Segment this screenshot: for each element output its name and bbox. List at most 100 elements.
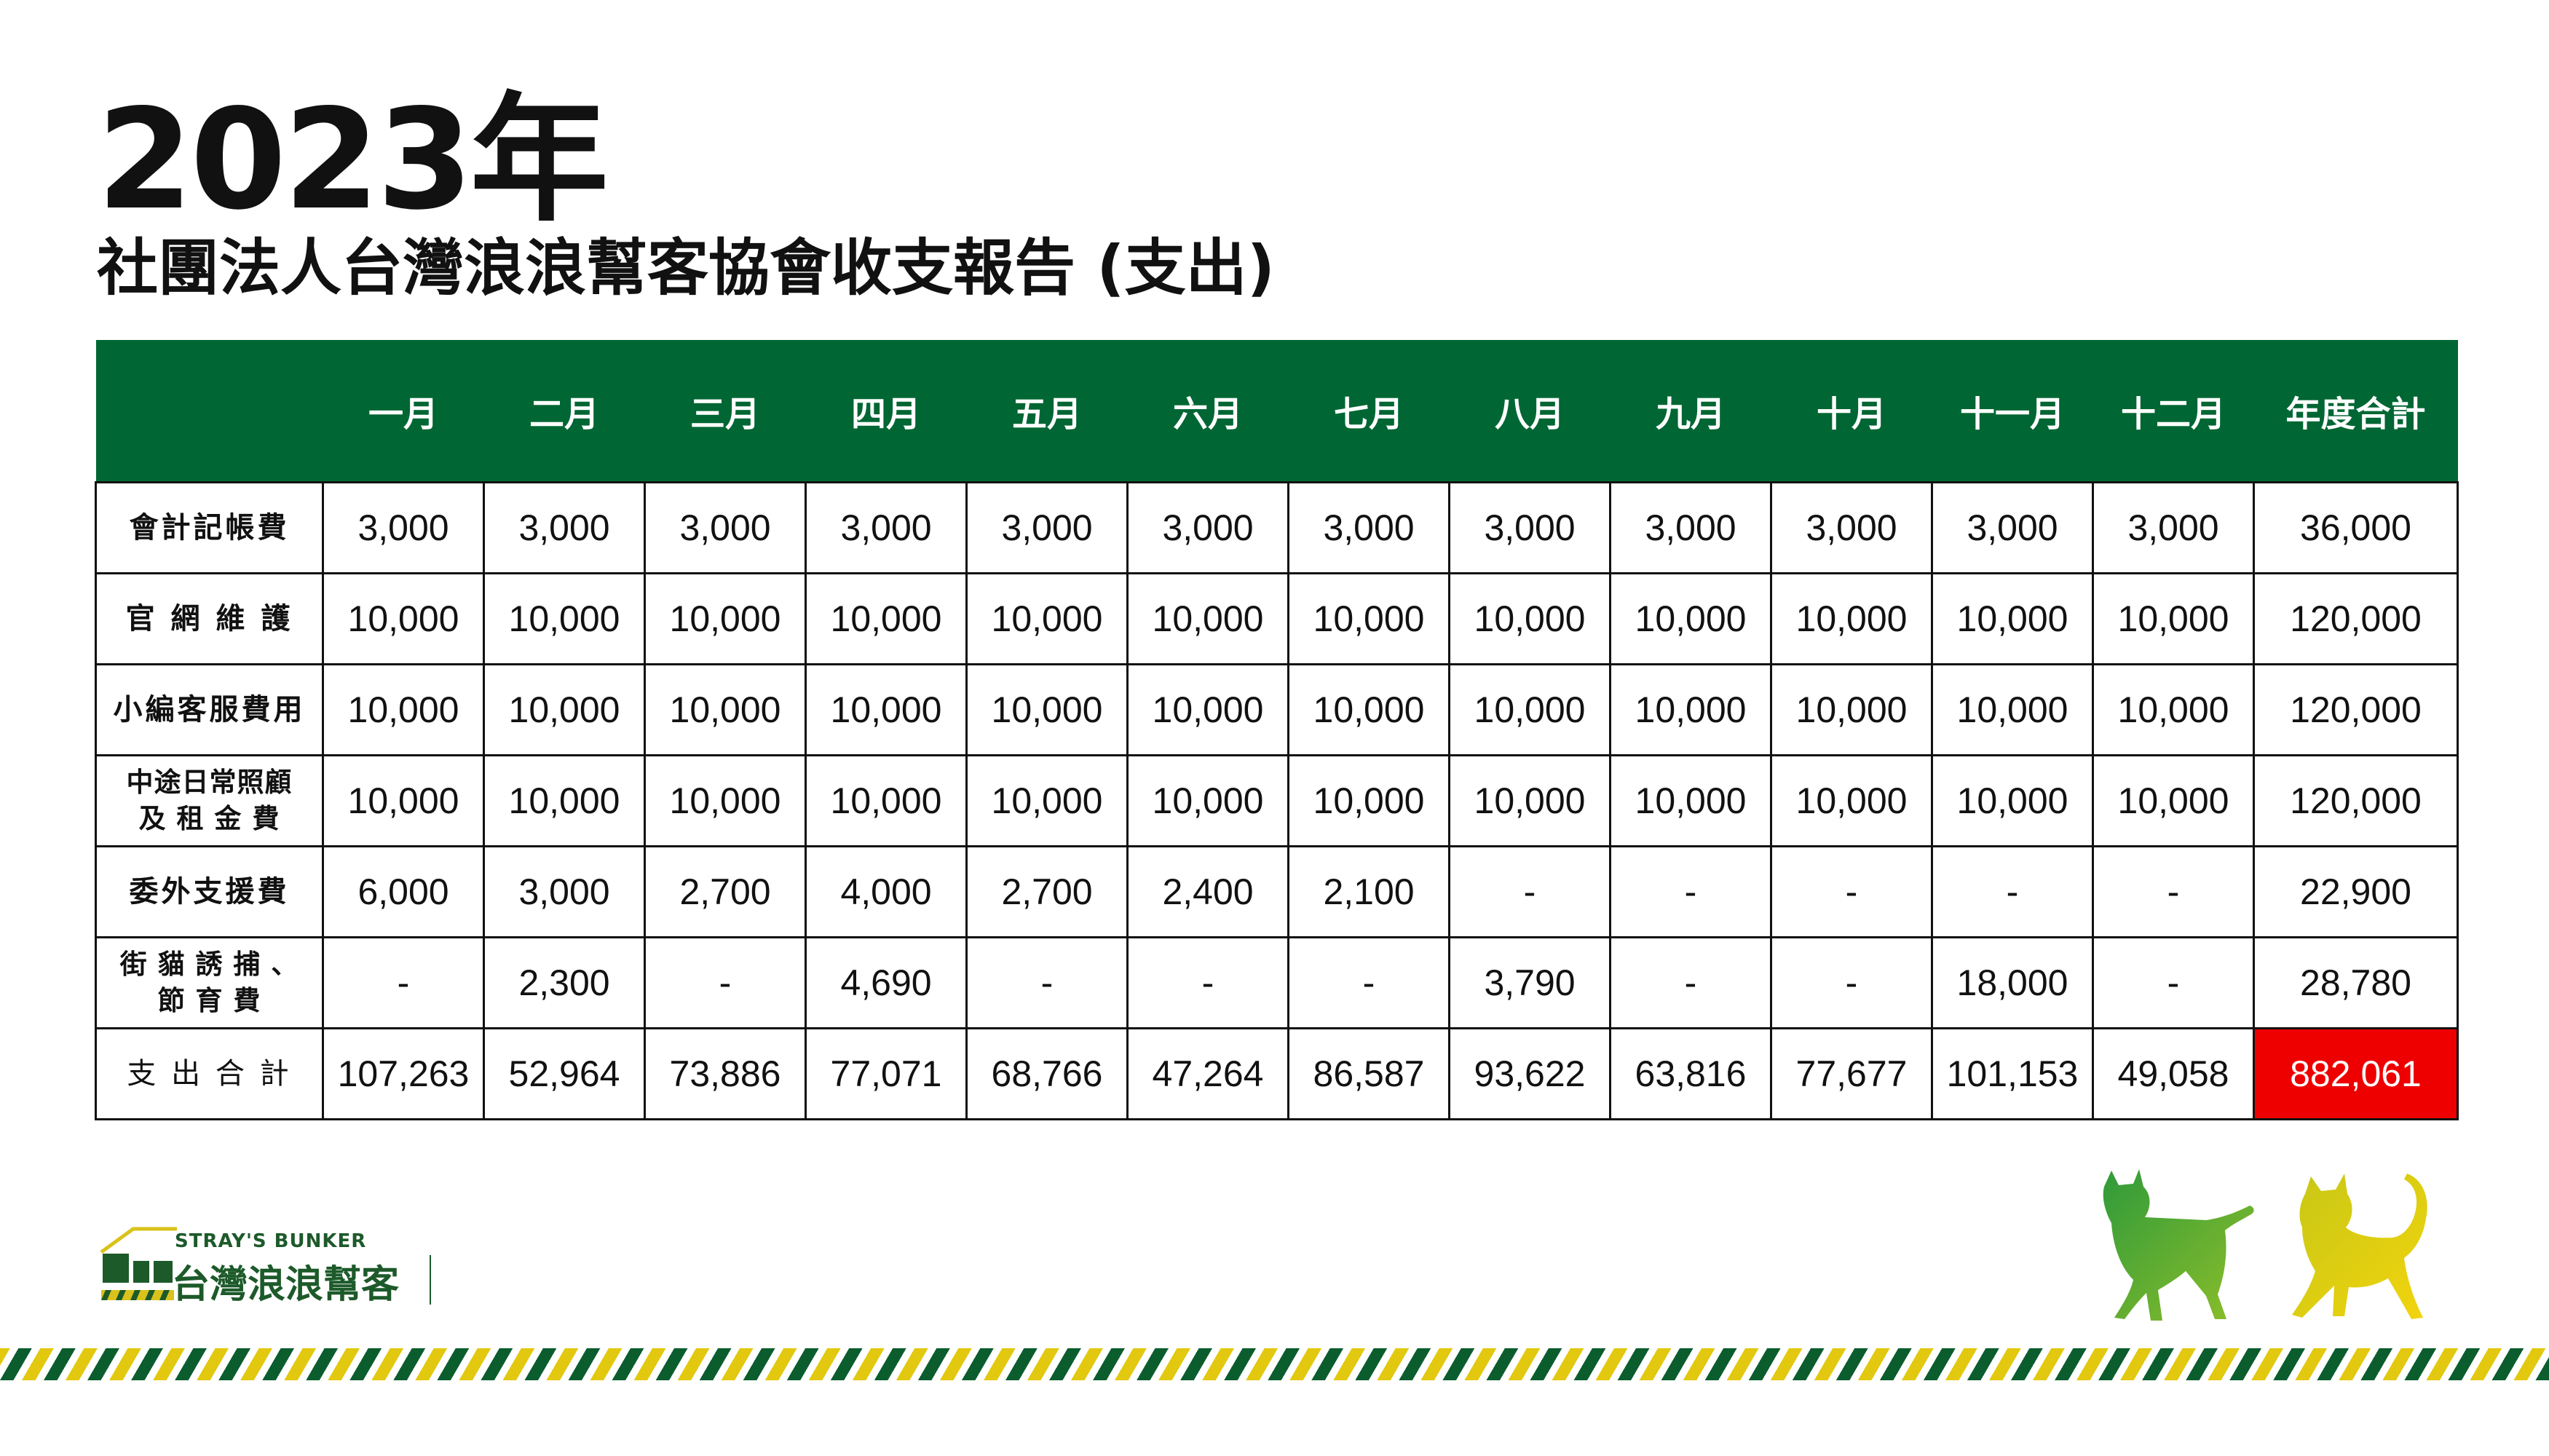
month-value-cell: 10,000 [644, 663, 807, 756]
month-value-cell: 3,000 [805, 481, 968, 574]
strays-bunker-logo [100, 1227, 431, 1305]
header-month: 八月 [1449, 340, 1611, 483]
month-value-cell: 3,000 [1609, 481, 1772, 574]
month-value-cell: 10,000 [1770, 663, 1933, 756]
month-value-cell: 77,071 [805, 1027, 968, 1120]
month-value-cell: 10,000 [644, 572, 807, 665]
month-value-cell: 10,000 [1609, 572, 1772, 665]
header-corner-cell [95, 340, 323, 483]
month-value-cell: 10,000 [483, 572, 646, 665]
month-value-cell: 10,000 [965, 663, 1129, 756]
annual-total-cell: 120,000 [2253, 572, 2459, 665]
month-value-cell: 101,153 [1931, 1027, 2094, 1120]
logo-english-name: STRAY'S BUNKER [175, 1230, 367, 1252]
month-value-cell: 2,700 [965, 845, 1129, 938]
month-value-cell: 3,000 [1448, 481, 1611, 574]
month-value-cell: 10,000 [2092, 572, 2255, 665]
month-value-cell: 10,000 [805, 663, 968, 756]
yellow-cat-icon [2292, 1174, 2427, 1319]
month-value-cell: 10,000 [805, 754, 968, 847]
month-value-cell: 10,000 [322, 663, 485, 756]
month-value-cell: - [1287, 936, 1450, 1029]
row-label: 街 貓 誘 捕 、 節 育 費 [95, 936, 324, 1029]
total-row: 支 出 合 計 107,263 52,964 73,886 77,071 68,766 47… [95, 1027, 2459, 1120]
month-value-cell: 63,816 [1609, 1027, 1772, 1120]
month-value-cell: 3,000 [1126, 481, 1289, 574]
row-label: 支 出 合 計 [95, 1027, 324, 1120]
month-value-cell: 3,000 [1931, 481, 2094, 574]
month-value-cell: 10,000 [1770, 754, 1933, 847]
table-row: 委外支援費 6,000 3,000 2,700 4,000 2,700 2,400 2,100… [95, 845, 2459, 938]
month-value-cell: 3,000 [483, 481, 646, 574]
logo-chinese-name: 台灣浪浪幫客 [172, 1263, 400, 1307]
header-annual-total: 年度合計 [2253, 340, 2458, 483]
month-value-cell: 10,000 [2092, 754, 2255, 847]
header-month: 七月 [1288, 340, 1450, 483]
month-value-cell: 10,000 [483, 754, 646, 847]
month-value-cell: 3,000 [322, 481, 485, 574]
annual-total-cell: 22,900 [2253, 845, 2459, 938]
month-value-cell: 68,766 [965, 1027, 1129, 1120]
month-value-cell: 10,000 [1609, 754, 1772, 847]
month-value-cell: 18,000 [1931, 936, 2094, 1029]
month-value-cell: - [644, 936, 807, 1029]
month-value-cell: 10,000 [1931, 754, 2094, 847]
cats-illustration [2103, 1169, 2427, 1321]
month-value-cell: 2,100 [1287, 845, 1450, 938]
month-value-cell: - [1448, 845, 1611, 938]
month-value-cell: 10,000 [1931, 572, 2094, 665]
header-month: 五月 [966, 340, 1128, 483]
month-value-cell: 10,000 [322, 754, 485, 847]
month-value-cell: 4,690 [805, 936, 968, 1029]
header-month: 六月 [1127, 340, 1289, 483]
month-value-cell: 3,000 [1770, 481, 1933, 574]
header-month: 四月 [805, 340, 967, 483]
month-value-cell: 86,587 [1287, 1027, 1450, 1120]
row-label: 會計記帳費 [95, 481, 324, 574]
month-value-cell: 2,400 [1126, 845, 1289, 938]
table-row: 小編客服費用 10,000 10,000 10,000 10,000 10,000 10,0… [95, 663, 2459, 756]
header-month: 二月 [483, 340, 645, 483]
month-value-cell: 10,000 [483, 663, 646, 756]
month-value-cell: 107,263 [322, 1027, 485, 1120]
month-value-cell: 10,000 [1448, 572, 1611, 665]
month-value-cell: - [1931, 845, 2094, 938]
month-value-cell: 10,000 [1287, 572, 1450, 665]
month-value-cell: - [1770, 845, 1933, 938]
row-label: 官 網 維 護 [95, 572, 324, 665]
month-value-cell: 10,000 [322, 572, 485, 665]
row-label: 小編客服費用 [95, 663, 324, 756]
table-row: 中途日常照顧 及 租 金 費 10,000 10,000 10,000 10,000 10… [95, 754, 2459, 847]
month-value-cell: - [322, 936, 485, 1029]
month-value-cell: - [2092, 845, 2255, 938]
month-value-cell: 3,000 [483, 845, 646, 938]
month-value-cell: 3,000 [644, 481, 807, 574]
expense-table: 一月 二月 三月 四月 五月 六月 七月 八月 九月 十月 十一月 十二月 年度合計 會計記帳費 3,00… [95, 340, 2459, 1120]
month-value-cell: 6,000 [322, 845, 485, 938]
month-value-cell: - [965, 936, 1129, 1029]
month-value-cell: 3,790 [1448, 936, 1611, 1029]
month-value-cell: 3,000 [2092, 481, 2255, 574]
header-month: 九月 [1610, 340, 1771, 483]
report-title: 社團法人台灣浪浪幫客協會收支報告 (支出) [97, 232, 1276, 304]
row-label: 委外支援費 [95, 845, 324, 938]
annual-total-cell: 36,000 [2253, 481, 2459, 574]
month-value-cell: 10,000 [644, 754, 807, 847]
month-value-cell: 10,000 [965, 754, 1129, 847]
month-value-cell: 10,000 [1287, 754, 1450, 847]
month-value-cell: - [1126, 936, 1289, 1029]
month-value-cell: 3,000 [1287, 481, 1450, 574]
month-value-cell: 47,264 [1126, 1027, 1289, 1120]
month-value-cell: 77,677 [1770, 1027, 1933, 1120]
month-value-cell: 2,300 [483, 936, 646, 1029]
table-row: 官 網 維 護 10,000 10,000 10,000 10,000 10,000 10,… [95, 572, 2459, 665]
month-value-cell: 10,000 [1448, 754, 1611, 847]
month-value-cell: 52,964 [483, 1027, 646, 1120]
month-value-cell: 10,000 [805, 572, 968, 665]
month-value-cell: 49,058 [2092, 1027, 2255, 1120]
month-value-cell: 10,000 [2092, 663, 2255, 756]
month-value-cell: - [1770, 936, 1933, 1029]
row-label: 中途日常照顧 及 租 金 費 [95, 754, 324, 847]
month-value-cell: - [2092, 936, 2255, 1029]
month-value-cell: 10,000 [1287, 663, 1450, 756]
